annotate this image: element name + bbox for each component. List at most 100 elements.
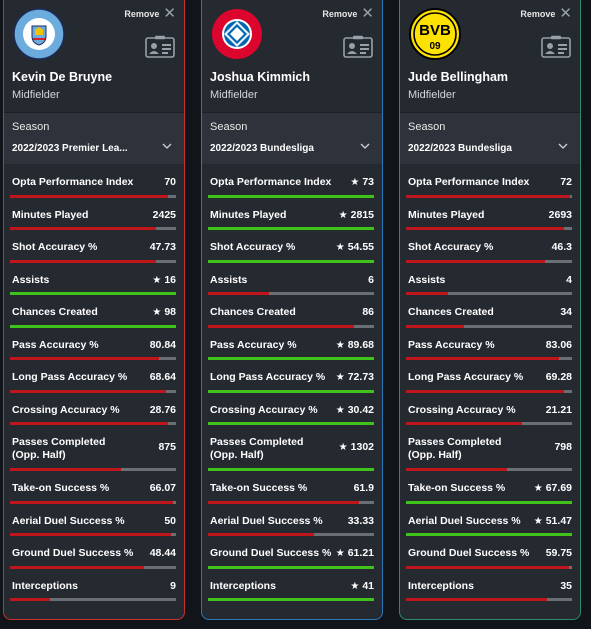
- star-icon: ★: [350, 580, 360, 592]
- stat-bar: [208, 357, 374, 360]
- stat-row: Shot Accuracy % ★ 54.55: [202, 233, 382, 266]
- stat-value: 34: [560, 306, 572, 318]
- stat-bar: [10, 565, 176, 569]
- close-icon: ✕: [559, 5, 572, 22]
- stat-bar-fill: [10, 500, 173, 504]
- stat-label: Aerial Duel Success %: [408, 514, 521, 527]
- stat-row: Passes Completed (Opp. Half) ★ 1302: [202, 428, 382, 474]
- stat-value: 61.9: [354, 482, 374, 494]
- stat-label: Assists: [12, 273, 50, 286]
- stat-bar-fill: [208, 259, 374, 263]
- stat-row: Interceptions 35: [400, 572, 580, 605]
- stat-label: Pass Accuracy %: [210, 338, 297, 351]
- season-select[interactable]: Season 2022/2023 Bundesliga: [400, 112, 580, 164]
- stat-row: Minutes Played 2693: [400, 201, 580, 234]
- stat-bar: [208, 292, 374, 295]
- stat-label: Shot Accuracy %: [210, 241, 296, 253]
- stat-number: 41: [362, 579, 374, 592]
- stat-bar-fill: [10, 227, 157, 230]
- season-label: Season: [408, 121, 446, 133]
- fc-bayern-crest-icon: [212, 9, 262, 59]
- remove-button[interactable]: Remove ✕: [322, 6, 374, 21]
- stat-row: Aerial Duel Success % 33.33: [202, 507, 382, 540]
- stat-label: Crossing Accuracy %: [408, 403, 516, 416]
- stat-value: ★ 30.42: [336, 404, 374, 416]
- stat-bar: [406, 357, 572, 360]
- stat-bar-fill: [208, 357, 374, 360]
- stat-bar-fill: [406, 389, 564, 393]
- star-icon: ★: [152, 274, 162, 286]
- stat-label: Minutes Played: [210, 208, 287, 221]
- stat-value: ★ 89.68: [336, 339, 374, 351]
- stat-value: 48.44: [150, 547, 176, 559]
- stat-label: Crossing Accuracy %: [210, 403, 318, 416]
- stat-bar-fill: [406, 194, 571, 198]
- stat-bar: [208, 533, 374, 536]
- stat-bar: [10, 468, 176, 471]
- stat-bar-fill: [208, 389, 374, 393]
- season-select[interactable]: Season 2022/2023 Bundesliga: [202, 112, 382, 164]
- stat-label: Interceptions: [12, 579, 78, 592]
- stat-label: Minutes Played: [408, 208, 485, 221]
- stat-bar-fill: [10, 292, 176, 295]
- season-select[interactable]: Season 2022/2023 Premier Lea...: [4, 112, 184, 164]
- id-card-icon[interactable]: [343, 35, 373, 59]
- stat-label: Ground Duel Success %: [408, 547, 530, 559]
- id-card-icon[interactable]: [145, 35, 175, 59]
- stat-value: ★ 61.21: [336, 547, 374, 559]
- stat-number: 30.42: [347, 403, 374, 416]
- stat-bar: [10, 227, 176, 230]
- borussia-dortmund-crest-icon: BVB 09: [409, 8, 461, 60]
- stat-label: Shot Accuracy %: [408, 241, 494, 253]
- season-label: Season: [210, 121, 248, 133]
- stat-number: 48.44: [149, 547, 176, 559]
- remove-button[interactable]: Remove ✕: [124, 6, 176, 21]
- stat-value: 28.76: [150, 404, 176, 416]
- stat-bar: [208, 194, 374, 198]
- stat-bar-fill: [10, 389, 167, 393]
- star-icon: ★: [533, 515, 543, 527]
- stat-bar-fill: [406, 324, 465, 328]
- stat-value: 80.84: [150, 339, 176, 351]
- stats-list: Opta Performance Index ★ 73 Minutes Played ★…: [202, 168, 382, 604]
- stat-bar: [10, 422, 176, 425]
- stat-row: Minutes Played 2425: [4, 201, 184, 234]
- stat-value: 69.28: [546, 371, 572, 383]
- stat-number: 89.68: [347, 338, 374, 351]
- stat-label: Shot Accuracy %: [12, 241, 98, 253]
- star-icon: ★: [335, 372, 345, 383]
- remove-label: Remove: [322, 9, 358, 19]
- stat-bar-fill: [406, 500, 572, 504]
- star-icon: ★: [335, 548, 345, 559]
- stat-label: Take-on Success %: [12, 482, 110, 494]
- stat-row: Shot Accuracy % 46.3: [400, 233, 580, 266]
- stat-bar: [208, 500, 374, 504]
- stat-row: Take-on Success % 66.07: [4, 474, 184, 507]
- player-position: Midfielder: [408, 89, 456, 101]
- stat-label: Long Pass Accuracy %: [210, 371, 326, 383]
- stat-label: Passes Completed (Opp. Half): [408, 436, 502, 461]
- star-icon: ★: [335, 404, 345, 416]
- id-card-icon[interactable]: [541, 35, 571, 59]
- stat-row: Crossing Accuracy % 28.76: [4, 396, 184, 429]
- stat-bar: [208, 259, 374, 263]
- stat-row: Assists 4: [400, 266, 580, 299]
- stat-row: Opta Performance Index 72: [400, 168, 580, 201]
- stat-row: Long Pass Accuracy % ★ 72.73: [202, 363, 382, 396]
- stats-list: Opta Performance Index 70 Minutes Played 24…: [4, 168, 184, 604]
- stat-number: 33.33: [347, 514, 374, 527]
- stat-bar: [406, 422, 572, 425]
- stat-label: Chances Created: [210, 306, 296, 318]
- stat-label: Assists: [408, 273, 446, 286]
- stat-row: Chances Created ★ 98: [4, 298, 184, 331]
- stat-number: 68.64: [149, 371, 176, 383]
- stat-value: ★ 73: [350, 176, 374, 188]
- stat-bar-fill: [208, 500, 360, 504]
- stat-label: Pass Accuracy %: [12, 338, 99, 351]
- remove-button[interactable]: Remove ✕: [520, 5, 572, 22]
- remove-label: Remove: [520, 9, 556, 19]
- stat-bar-fill: [10, 422, 168, 425]
- stat-bar-fill: [10, 357, 160, 360]
- stats-list: Opta Performance Index 72 Minutes Played 26…: [400, 168, 580, 604]
- stat-bar: [10, 194, 176, 198]
